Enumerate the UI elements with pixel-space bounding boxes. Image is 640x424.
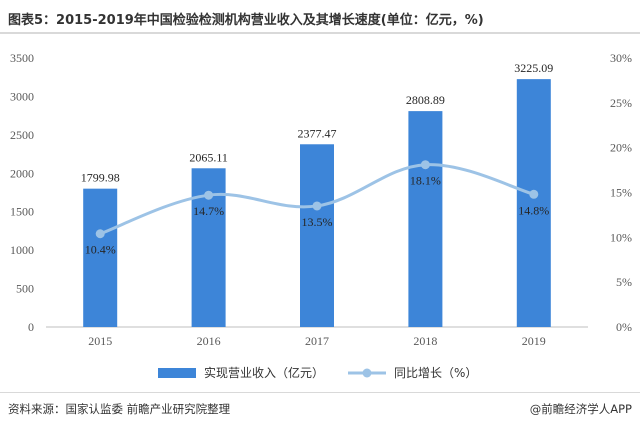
y-left-tick-label: 500 (16, 282, 34, 296)
title-bar: 图表5：2015-2019年中国检验检测机构营业收入及其增长速度(单位：亿元，%… (0, 0, 640, 34)
growth-point (204, 190, 214, 200)
chart: 0 500 1000 1500 2000 2500 3000 3500 0% 5% 10% 15% 20… (10, 51, 632, 380)
revenue-bar (300, 144, 334, 327)
growth-point (95, 229, 105, 239)
growth-point (529, 189, 539, 199)
y-right-tick-label: 25% (610, 96, 632, 110)
growth-point-label: 14.7% (193, 204, 224, 218)
y-right-tick-label: 0% (616, 320, 632, 334)
x-tick-label: 2018 (413, 334, 437, 348)
y-left-tick-label: 0 (28, 320, 34, 334)
brand-credit: @前瞻经济学人APP (529, 402, 632, 416)
y-left-tick-label: 2000 (10, 166, 34, 180)
growth-point-label: 14.8% (518, 203, 549, 217)
revenue-bar-label: 2065.11 (189, 150, 228, 164)
x-tick-label: 2019 (522, 334, 546, 348)
source-note: 资料来源：国家认监委 前瞻产业研究院整理 (8, 402, 231, 416)
y-left-tick-label: 3000 (10, 89, 34, 103)
growth-point (312, 201, 322, 211)
legend-line-marker (362, 368, 372, 378)
revenue-bar (516, 79, 551, 327)
growth-point-label: 18.1% (410, 174, 441, 188)
bars (83, 79, 551, 328)
revenue-bar-label: 2808.89 (406, 93, 445, 107)
growth-line (95, 160, 539, 239)
y-left-tick-label: 1000 (10, 243, 34, 257)
legend-line-label: 同比增长（%） (394, 366, 477, 380)
revenue-bar-label: 2377.47 (298, 126, 337, 140)
y-right-tick-label: 30% (610, 51, 632, 65)
growth-point (420, 160, 430, 170)
legend: 实现营业收入（亿元） 同比增长（%） (158, 365, 477, 380)
y-left-tick-label: 2500 (10, 128, 34, 142)
y-left-tick-label: 1500 (10, 205, 34, 219)
revenue-bar (408, 111, 443, 328)
data-labels: 1799.98 2065.11 2377.47 2808.89 3225.09 10.4%… (81, 61, 554, 257)
footer: 资料来源：国家认监委 前瞻产业研究院整理 @前瞻经济学人APP (0, 392, 640, 424)
growth-point-label: 13.5% (302, 215, 333, 229)
chart-title: 图表5：2015-2019年中国检验检测机构营业收入及其增长速度(单位：亿元，%… (8, 13, 484, 28)
x-tick-label: 2015 (88, 334, 112, 348)
x-tick-label: 2017 (305, 334, 329, 348)
y-right-tick-label: 5% (616, 275, 632, 289)
legend-bar-label: 实现营业收入（亿元） (204, 365, 324, 380)
growth-point-label: 10.4% (85, 243, 116, 257)
revenue-bar-label: 3225.09 (514, 61, 553, 75)
y-right-tick-label: 10% (610, 230, 632, 244)
y-right-tick-label: 20% (610, 141, 632, 155)
axes: 0 500 1000 1500 2000 2500 3000 3500 0% 5% 10% 15% 20… (10, 51, 632, 348)
legend-bar-swatch (158, 368, 196, 378)
revenue-bar-label: 1799.98 (81, 171, 120, 185)
y-right-tick-label: 15% (610, 186, 632, 200)
revenue-bar (83, 188, 118, 327)
y-left-tick-label: 3500 (10, 51, 34, 65)
x-tick-label: 2016 (197, 334, 221, 348)
